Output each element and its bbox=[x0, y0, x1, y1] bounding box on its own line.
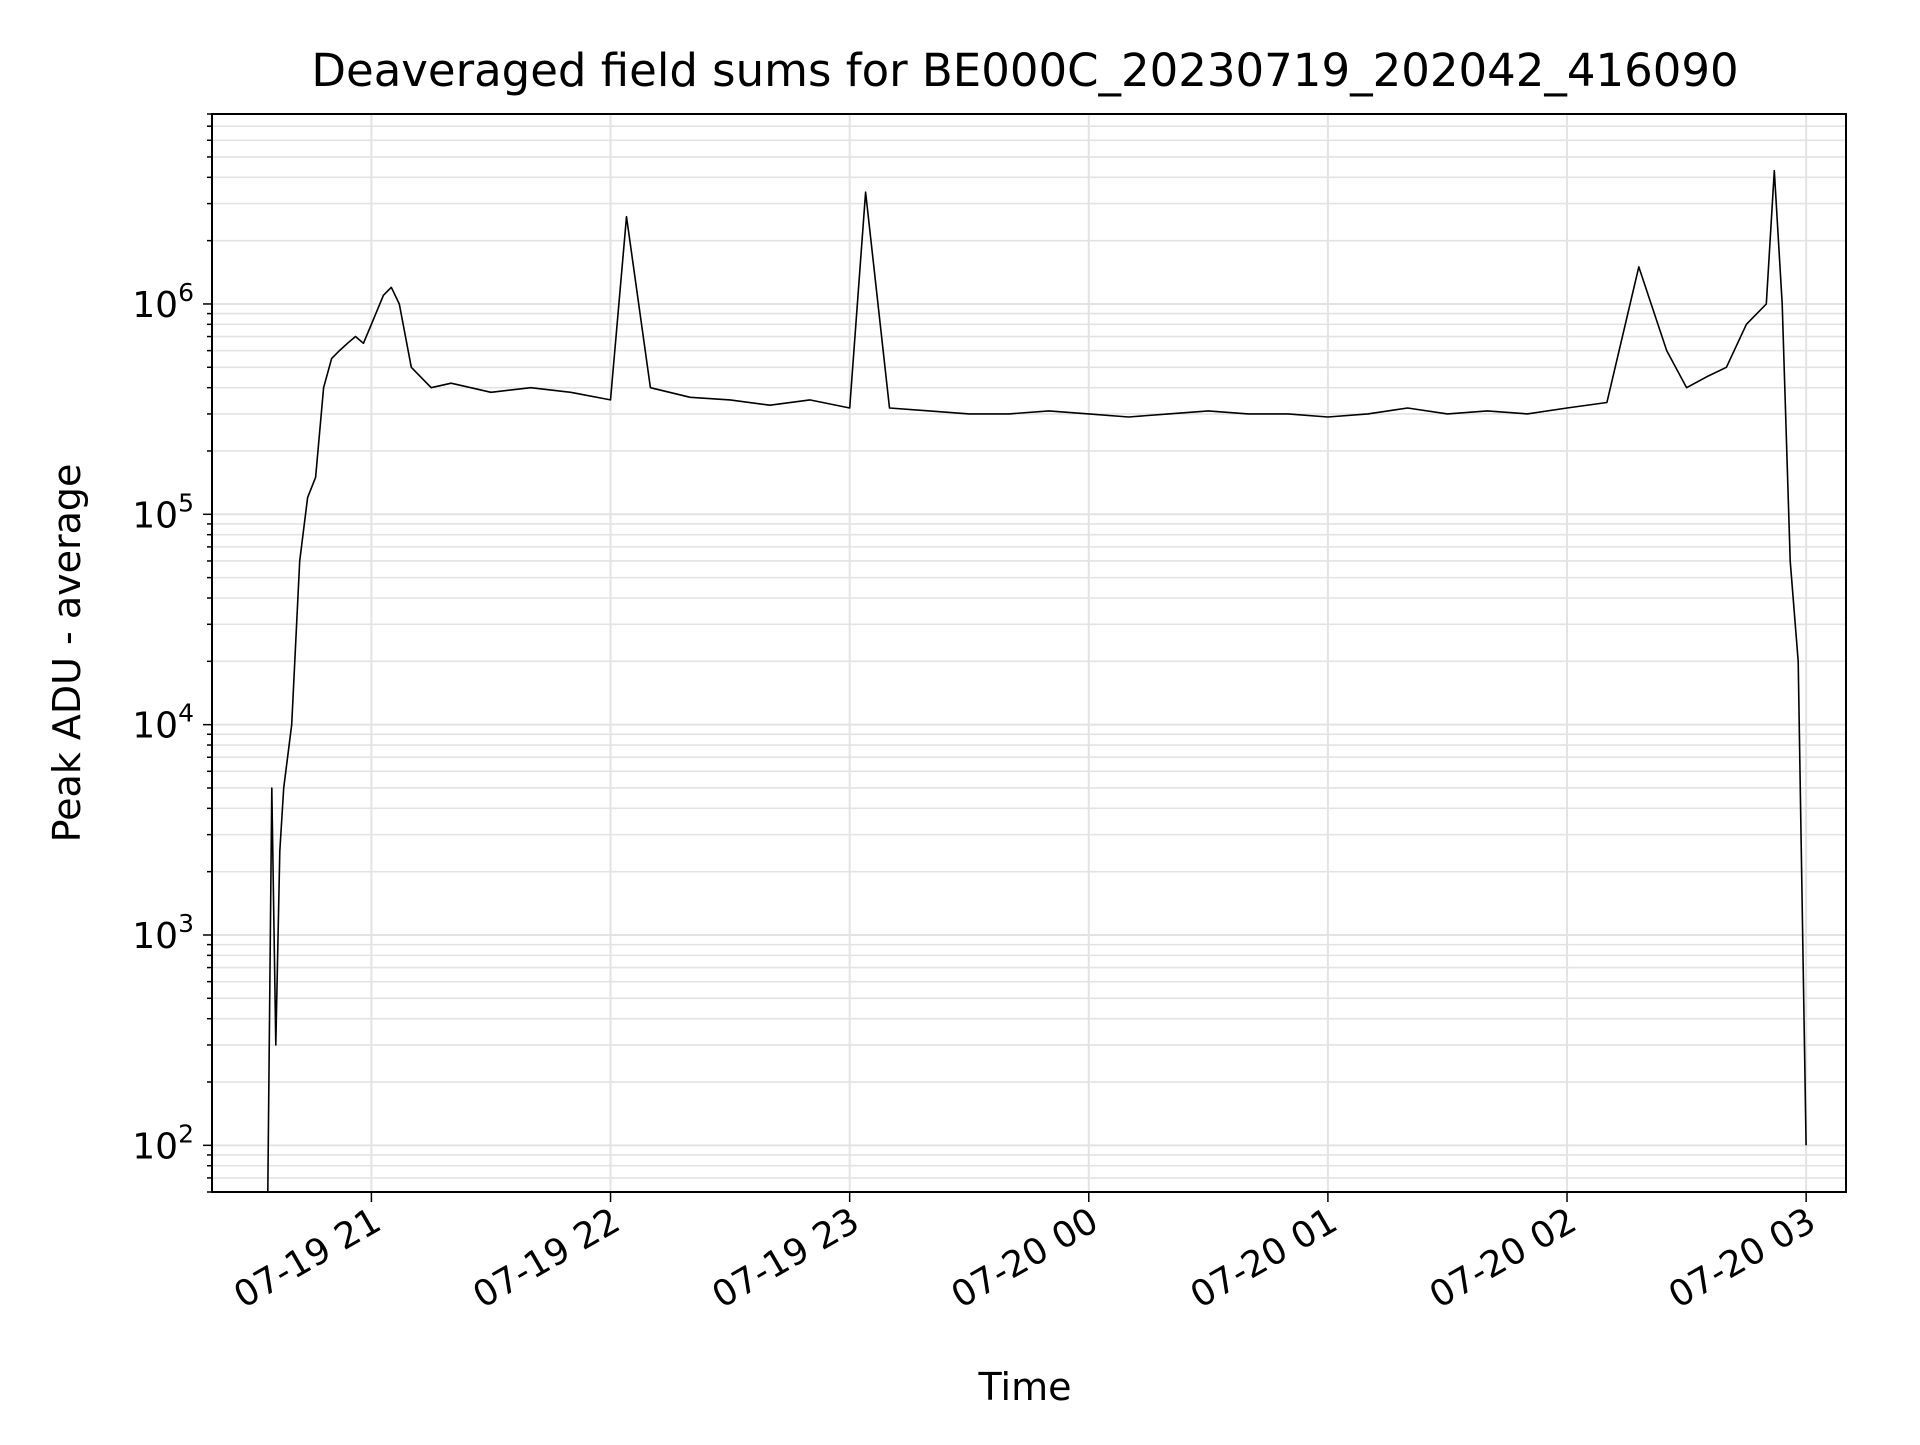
y-axis-label: Peak ADU - average bbox=[45, 464, 89, 843]
series-line bbox=[267, 169, 1807, 1193]
grid bbox=[212, 113, 1846, 1193]
y-axis: 102 103 104 105 106 bbox=[132, 113, 212, 1193]
x-axis-label: Time bbox=[978, 1365, 1072, 1409]
y-tick-label: 104 bbox=[132, 699, 194, 747]
plot-frame bbox=[211, 113, 1847, 1193]
series-layer bbox=[267, 169, 1807, 1193]
chart-title: Deaveraged field sums for BE000C_2023071… bbox=[311, 44, 1738, 97]
y-tick-label: 105 bbox=[132, 488, 194, 536]
y-tick-label: 103 bbox=[132, 909, 194, 957]
y-tick-label: 102 bbox=[132, 1119, 194, 1167]
y-tick-label: 106 bbox=[132, 278, 194, 326]
